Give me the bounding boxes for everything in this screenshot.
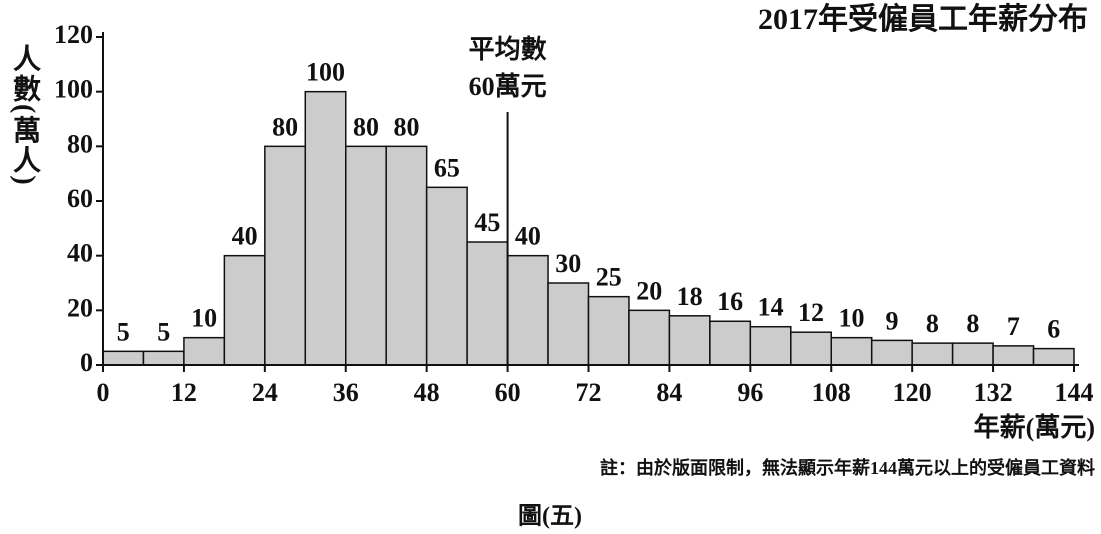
bar <box>951 342 994 366</box>
x-axis-label: 年薪(萬元) <box>974 412 1095 442</box>
bar <box>385 145 428 366</box>
x-tick-label: 0 <box>97 378 110 407</box>
data-label: 7 <box>1007 312 1020 341</box>
bar <box>1032 347 1075 366</box>
bar <box>345 145 387 366</box>
bar <box>587 295 630 366</box>
data-label: 80 <box>272 112 298 141</box>
bar <box>992 345 1035 366</box>
x-tick-label: 12 <box>171 378 197 407</box>
data-label: 10 <box>838 304 864 333</box>
data-label: 8 <box>966 309 979 338</box>
data-label: 6 <box>1047 315 1060 344</box>
x-tick-label: 144 <box>1055 378 1094 407</box>
bar <box>304 90 347 366</box>
data-label: 14 <box>758 293 784 322</box>
y-tick-label: 60 <box>67 184 93 213</box>
x-tick-label: 108 <box>812 378 851 407</box>
bar <box>547 282 590 366</box>
bar <box>911 342 954 366</box>
y-axis-label: 人數(萬人) <box>9 44 40 187</box>
bar <box>223 254 266 366</box>
y-tick-label: 0 <box>80 348 93 377</box>
x-tick-label: 132 <box>974 378 1013 407</box>
x-tick-label: 24 <box>252 378 278 407</box>
bar <box>466 241 509 366</box>
data-label: 100 <box>306 58 345 87</box>
data-label: 5 <box>117 317 130 346</box>
bar <box>183 336 226 366</box>
bar <box>830 336 873 366</box>
y-tick-label: 100 <box>54 75 93 104</box>
x-tick-label: 96 <box>737 378 763 407</box>
data-label: 80 <box>353 112 379 141</box>
annotation: 平均數 <box>469 35 547 64</box>
data-label: 10 <box>191 304 217 333</box>
x-tick-label: 120 <box>893 378 932 407</box>
bar <box>628 309 671 366</box>
bar <box>709 320 752 366</box>
data-label: 65 <box>434 153 460 182</box>
data-label: 8 <box>926 309 939 338</box>
chart-title: 2017年受僱員工年薪分布 <box>758 2 1088 36</box>
x-tick-label: 84 <box>656 378 682 407</box>
y-tick-label: 20 <box>67 293 93 322</box>
data-label: 9 <box>885 306 898 335</box>
data-label: 5 <box>157 317 170 346</box>
bar <box>668 315 711 366</box>
bar <box>790 331 833 366</box>
x-tick-label: 48 <box>414 378 440 407</box>
data-label: 80 <box>393 112 419 141</box>
data-label: 40 <box>232 222 258 251</box>
data-label: 16 <box>717 287 743 316</box>
x-tick-label: 36 <box>333 378 359 407</box>
data-label: 45 <box>474 208 500 237</box>
bar <box>425 186 468 366</box>
bar <box>749 325 792 366</box>
bar <box>870 339 913 366</box>
data-label: 18 <box>677 282 703 311</box>
bar <box>102 350 145 366</box>
data-label: 25 <box>596 263 622 292</box>
data-label: 40 <box>515 222 541 251</box>
annotation: 60萬元 <box>469 72 547 101</box>
bar <box>264 145 307 366</box>
data-label: 20 <box>636 276 662 305</box>
data-label: 12 <box>798 298 824 327</box>
bar <box>506 254 549 366</box>
y-tick-label: 120 <box>54 20 93 49</box>
y-tick-label: 40 <box>67 239 93 268</box>
y-tick-label: 80 <box>67 129 93 158</box>
note: 註：由於版面限制，無法顯示年薪144萬元以上的受僱員工資料 <box>600 457 1095 478</box>
caption: 圖(五) <box>518 504 582 530</box>
bar <box>142 350 185 366</box>
x-tick-label: 60 <box>495 378 521 407</box>
data-label: 30 <box>555 249 581 278</box>
x-tick-label: 72 <box>576 378 602 407</box>
